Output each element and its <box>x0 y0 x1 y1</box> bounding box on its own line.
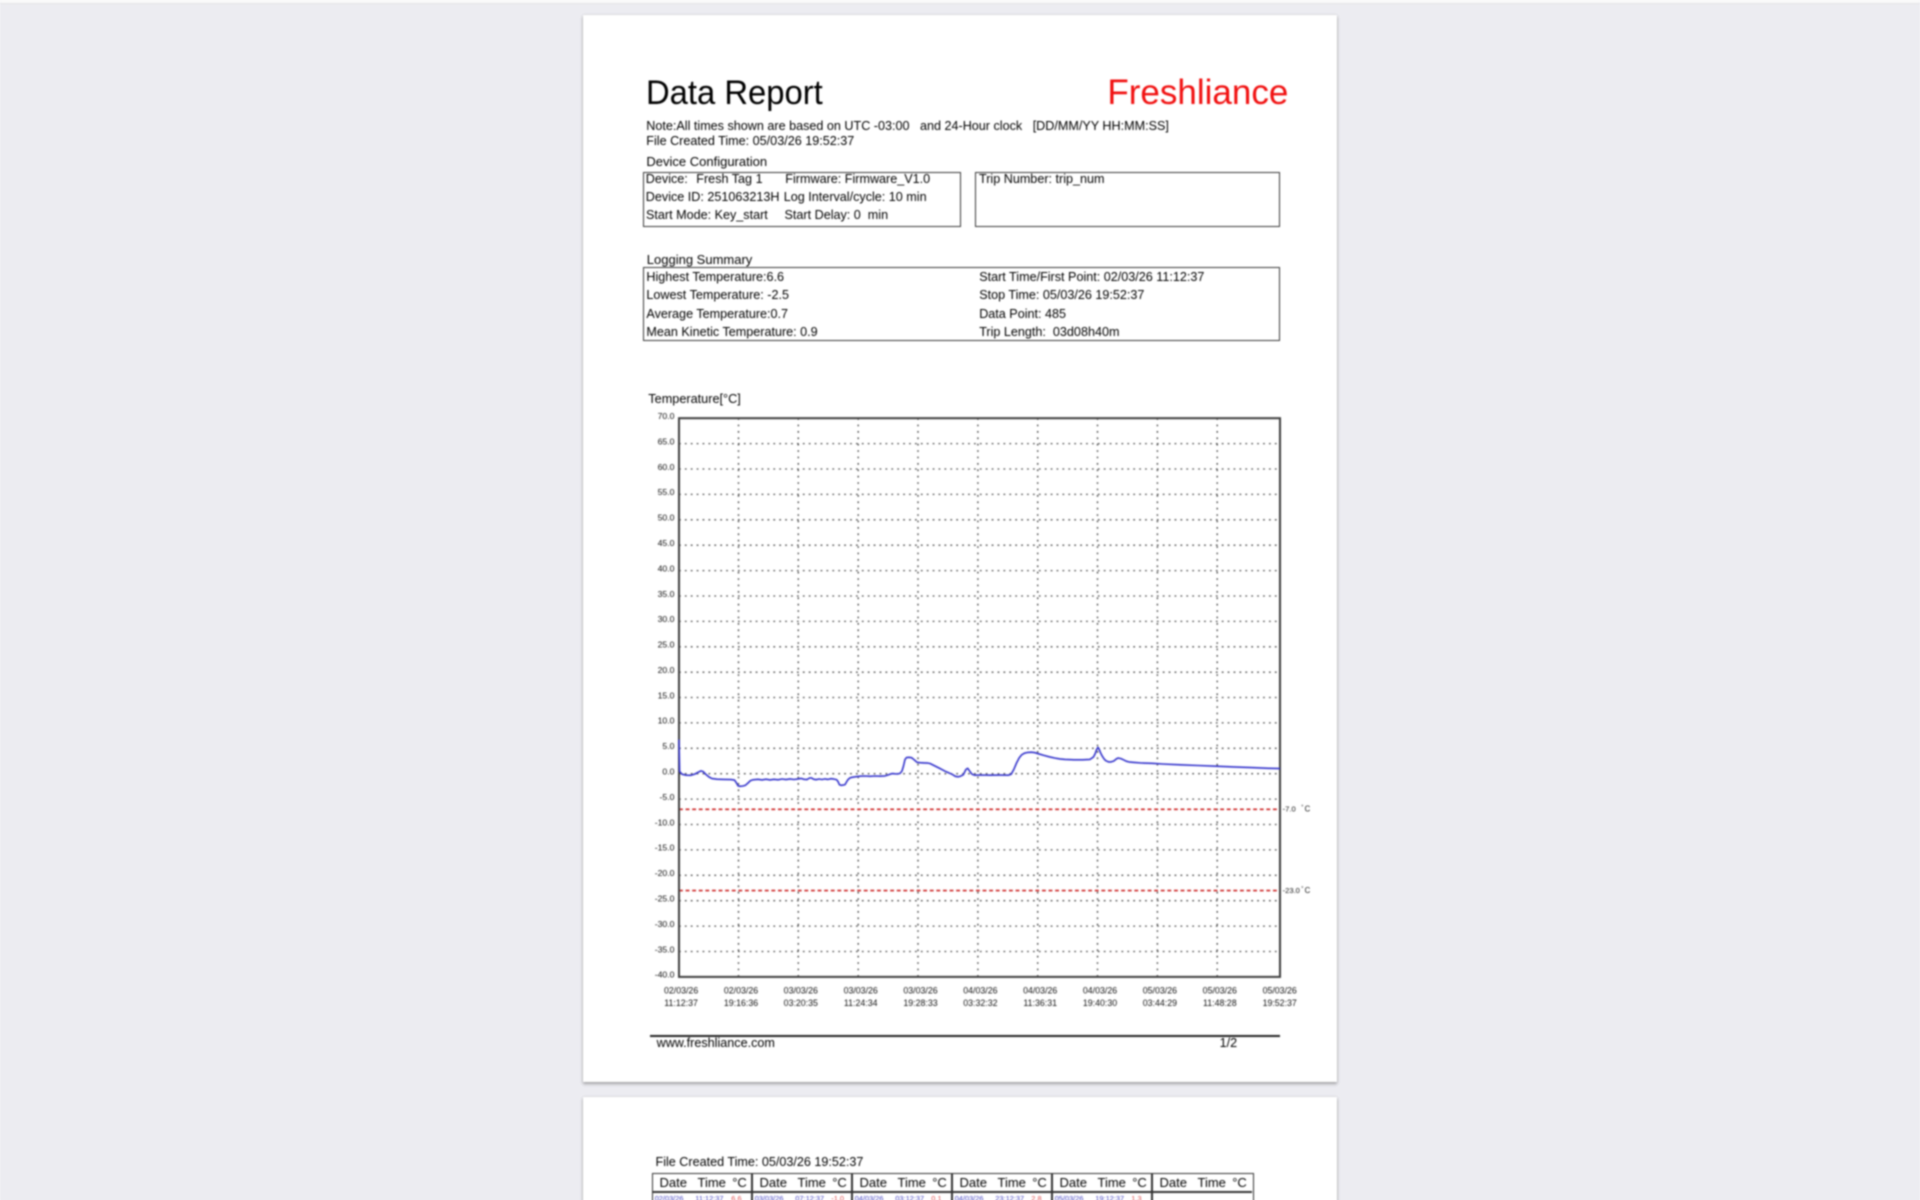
svg-text:50.0: 50.0 <box>658 513 675 523</box>
svg-text:-15.0: -15.0 <box>655 843 675 853</box>
svg-text:19:52:37: 19:52:37 <box>1263 998 1297 1008</box>
svg-text:19:28:33: 19:28:33 <box>903 998 937 1008</box>
svg-text:19:16:36: 19:16:36 <box>724 998 758 1008</box>
svg-text:5.0: 5.0 <box>662 741 674 751</box>
svg-text:-7.0: -7.0 <box>1283 805 1296 814</box>
svg-text:04/03/26: 04/03/26 <box>1083 986 1117 996</box>
svg-text:35.0: 35.0 <box>658 589 675 599</box>
svg-text:-30.0: -30.0 <box>655 919 675 929</box>
svg-text:-23.0: -23.0 <box>1283 886 1300 895</box>
svg-text:03:44:29: 03:44:29 <box>1143 998 1177 1008</box>
svg-text:05/03/26: 05/03/26 <box>1263 986 1297 996</box>
svg-text:°: ° <box>1301 886 1303 892</box>
svg-text:11:36:31: 11:36:31 <box>1023 998 1057 1008</box>
svg-text:04/03/26: 04/03/26 <box>963 986 997 996</box>
svg-text:05/03/26: 05/03/26 <box>1203 986 1237 996</box>
svg-text:11:48:28: 11:48:28 <box>1203 998 1237 1008</box>
svg-text:02/03/26: 02/03/26 <box>664 986 698 996</box>
svg-text:65.0: 65.0 <box>658 436 675 446</box>
svg-text:55.0: 55.0 <box>658 487 675 497</box>
svg-text:03/03/26: 03/03/26 <box>784 986 818 996</box>
svg-text:45.0: 45.0 <box>658 538 675 548</box>
svg-text:11:12:37: 11:12:37 <box>664 998 698 1008</box>
svg-text:03:20:35: 03:20:35 <box>784 998 818 1008</box>
svg-text:-25.0: -25.0 <box>655 894 675 904</box>
svg-text:20.0: 20.0 <box>658 665 675 675</box>
svg-text:11:24:34: 11:24:34 <box>844 998 878 1008</box>
svg-text:C: C <box>1305 805 1311 814</box>
svg-text:03/03/26: 03/03/26 <box>844 986 878 996</box>
svg-text:15.0: 15.0 <box>658 690 675 700</box>
svg-text:60.0: 60.0 <box>658 462 675 472</box>
svg-text:03/03/26: 03/03/26 <box>903 986 937 996</box>
svg-text:02/03/26: 02/03/26 <box>724 986 758 996</box>
svg-text:-40.0: -40.0 <box>655 970 675 980</box>
svg-text:40.0: 40.0 <box>658 563 675 573</box>
svg-text:19:40:30: 19:40:30 <box>1083 998 1117 1008</box>
svg-text:-10.0: -10.0 <box>655 817 675 827</box>
svg-text:-35.0: -35.0 <box>655 944 675 954</box>
svg-text:30.0: 30.0 <box>658 614 675 624</box>
svg-text:0.0: 0.0 <box>662 767 674 777</box>
svg-text:25.0: 25.0 <box>658 640 675 650</box>
svg-text:70.0: 70.0 <box>658 411 675 421</box>
svg-text:°: ° <box>1301 805 1303 811</box>
svg-text:04/03/26: 04/03/26 <box>1023 986 1057 996</box>
svg-text:10.0: 10.0 <box>658 716 675 726</box>
svg-text:05/03/26: 05/03/26 <box>1143 986 1177 996</box>
svg-text:-5.0: -5.0 <box>660 792 675 802</box>
svg-text:03:32:32: 03:32:32 <box>963 998 997 1008</box>
svg-text:C: C <box>1305 886 1311 895</box>
svg-text:-20.0: -20.0 <box>655 868 675 878</box>
